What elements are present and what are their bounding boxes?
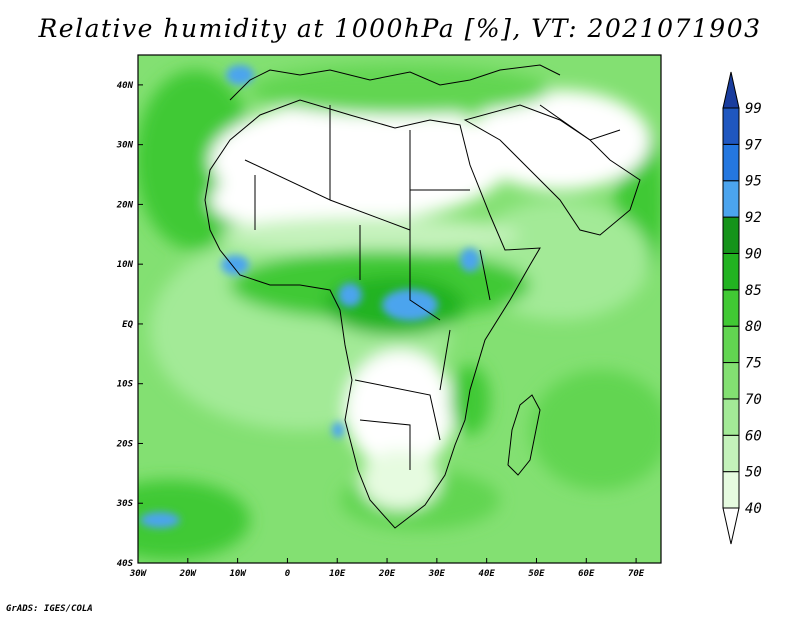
colorbar-level-label: 80 [745,319,762,335]
lon-tick-label: 30E [428,569,446,579]
colorbar-level-label: 60 [745,428,762,444]
colorbar-level-label: 99 [745,101,762,117]
colorbar-segment [722,107,740,145]
lat-tick-label: 40S [117,559,134,569]
colorbar-segment [722,143,740,182]
colorbar-segment [722,434,740,473]
colorbar-level-label: 40 [745,501,762,517]
humidity-field [138,55,661,563]
lat-tick-label: 30N [116,141,134,151]
colorbar-level-label: 95 [745,174,762,190]
colorbar-segment [722,362,740,400]
lat-tick-label: 40N [117,81,134,91]
lon-tick-label: 60E [578,569,595,579]
colorbar: 40 50 60 70 75 80 85 90 92 95 97 99 [722,71,762,545]
colorbar-segment [722,216,740,254]
lon-tick-label: 20W [179,569,198,579]
colorbar-level-label: 70 [745,392,762,408]
colorbar-level-label: 92 [745,210,762,226]
lon-tick-label: 0 [285,569,291,579]
map-axis-ticks: 30W 20W 10W 0 10E 20E 30E 40E 50E 60E 70E 40N 30N 20N… [116,81,645,579]
colorbar-segment [722,325,740,364]
lat-tick-label: 30S [116,499,134,509]
lon-tick-label: 20E [378,569,396,579]
colorbar-level-label: 85 [745,283,762,299]
colorbar-level-label: 97 [745,137,762,153]
colorbar-segment [722,289,740,327]
colorbar-level-label: 90 [745,246,762,262]
lat-tick-label: 20S [116,439,134,449]
lon-tick-label: 70E [628,569,645,579]
lon-tick-label: 10E [329,569,346,579]
lat-tick-label: 10S [117,380,134,390]
colorbar-level-label: 50 [745,465,762,481]
lon-tick-label: 10W [229,569,247,579]
lat-tick-label: EQ [122,320,133,330]
colorbar-high-arrow [722,71,740,109]
colorbar-segment [722,180,740,218]
map-frame [137,54,662,564]
coastlines-and-borders [204,64,641,529]
lat-tick-label: 10N [117,260,134,270]
colorbar-level-label: 75 [745,356,762,372]
map-title: Relative humidity at 1000hPa [%], VT: 20… [38,14,762,43]
colorbar-segment [722,398,740,436]
lon-tick-label: 30W [129,569,148,579]
colorbar-segment [722,471,740,509]
credit-label: GrADS: IGES/COLA [6,604,93,614]
lon-tick-label: 50E [528,569,545,579]
colorbar-segment [722,252,740,291]
lon-tick-label: 40E [479,569,496,579]
lat-tick-label: 20N [116,200,134,210]
colorbar-low-arrow [722,507,740,545]
